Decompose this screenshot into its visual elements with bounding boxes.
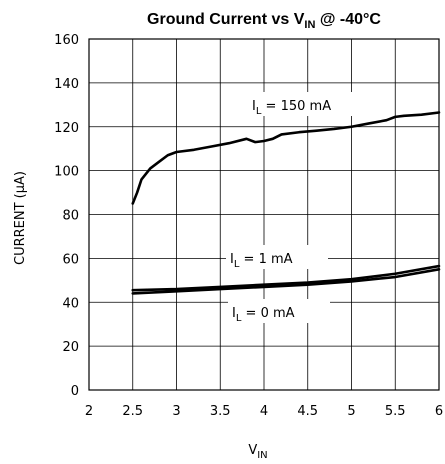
y-tick-label-1: 20: [62, 340, 79, 355]
series-150ma: [131, 111, 441, 205]
label-1ma-background: [226, 245, 328, 269]
x-tick-label-2: 3: [172, 404, 180, 419]
label-150ma: IL = 150 mA: [252, 99, 331, 117]
y-tick-label-3: 60: [62, 252, 79, 267]
y-tick-label-8: 160: [54, 33, 79, 48]
series-layer: [131, 111, 441, 295]
label-0ma-background: [228, 299, 330, 323]
label-150ma-background: [248, 92, 386, 116]
y-tick-label-5: 100: [54, 165, 79, 180]
series-1ma: [131, 264, 441, 292]
x-tick-label-3: 3.5: [210, 404, 231, 419]
label-1ma-value: = 1 mA: [239, 252, 292, 267]
chart-title-suffix: @ -40°C: [315, 11, 381, 28]
label-0ma-main: I: [232, 306, 236, 321]
label-150ma-sub: L: [256, 106, 262, 117]
x-tick-label-4: 4: [260, 404, 268, 419]
y-axis-label: CURRENT (μA): [13, 171, 28, 265]
label-150ma-group: IL = 150 mA: [248, 92, 386, 117]
x-tick-label-1: 2.5: [122, 404, 143, 419]
label-1ma: IL = 1 mA: [230, 252, 293, 270]
x-axis-label-subscript: IN: [257, 450, 267, 461]
label-150ma-value: = 150 mA: [261, 99, 331, 114]
label-0ma: IL = 0 mA: [232, 306, 295, 324]
y-tick-label-6: 120: [54, 121, 79, 136]
x-tick-label-5: 4.5: [297, 404, 318, 419]
label-1ma-main: I: [230, 252, 234, 267]
series-0ma: [131, 268, 441, 295]
label-150ma-main: I: [252, 99, 256, 114]
x-tick-label-6: 5: [347, 404, 355, 419]
plot-frame: [88, 38, 440, 391]
grid-layer: [88, 38, 440, 391]
label-0ma-sub: L: [236, 313, 242, 324]
x-axis-label: VIN: [248, 443, 267, 461]
chart-title: Ground Current vs VIN @ -40°C: [147, 11, 381, 31]
x-axis-label-main: V: [248, 443, 257, 458]
label-0ma-value: = 0 mA: [241, 306, 294, 321]
chart-title-main: Ground Current vs V: [147, 11, 305, 28]
x-tick-label-7: 5.5: [385, 404, 406, 419]
y-tick-label-0: 0: [71, 384, 79, 399]
y-tick-label-2: 40: [62, 296, 79, 311]
y-tick-label-7: 140: [54, 77, 79, 92]
label-1ma-group: IL = 1 mA: [226, 245, 328, 270]
y-tick-label-4: 80: [62, 209, 79, 224]
label-1ma-sub: L: [234, 259, 240, 270]
x-tick-label-0: 2: [85, 404, 93, 419]
label-0ma-group: IL = 0 mA: [228, 299, 330, 324]
x-tick-label-8: 6: [435, 404, 443, 419]
chart-title-subscript: IN: [304, 19, 315, 31]
